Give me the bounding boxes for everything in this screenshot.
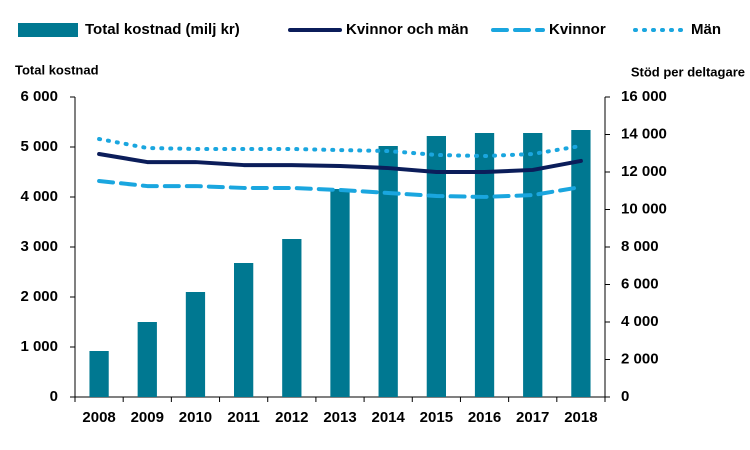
y-tick-label: 4 000 — [20, 188, 58, 205]
bar — [282, 239, 302, 397]
legend-label: Kvinnor och män — [346, 21, 469, 38]
x-tick-label: 2017 — [516, 409, 549, 426]
y2-tick-label: 12 000 — [621, 163, 667, 180]
x-tick-label: 2010 — [179, 409, 212, 426]
legend-swatch — [18, 23, 78, 37]
x-tick-label: 2009 — [131, 409, 164, 426]
x-tick-label: 2018 — [564, 409, 597, 426]
x-tick-label: 2015 — [420, 409, 453, 426]
x-tick-label: 2016 — [468, 409, 501, 426]
bar — [474, 133, 495, 397]
bar — [137, 322, 157, 397]
x-tick-label: 2008 — [82, 409, 115, 426]
bar — [426, 136, 446, 397]
y2-tick-label: 6 000 — [621, 275, 659, 292]
x-tick-label: 2013 — [323, 409, 356, 426]
y-tick-label: 3 000 — [20, 238, 58, 255]
y2-tick-label: 0 — [621, 388, 629, 405]
y2-tick-label: 2 000 — [621, 350, 659, 367]
y-tick-label: 1 000 — [20, 338, 58, 355]
y-tick-label: 6 000 — [20, 88, 58, 105]
legend-label: Total kostnad (milj kr) — [85, 21, 240, 38]
bar — [523, 133, 543, 397]
y2-tick-label: 8 000 — [621, 238, 659, 255]
line-series — [97, 137, 583, 159]
y-axis-title: Total kostnad — [15, 62, 99, 77]
bar — [571, 130, 591, 397]
x-tick-label: 2014 — [371, 409, 405, 426]
bar — [234, 263, 254, 397]
y2-tick-label: 16 000 — [621, 88, 667, 105]
line-series — [97, 179, 583, 199]
x-tick-label: 2011 — [227, 409, 260, 426]
x-tick-label: 2012 — [275, 409, 308, 426]
legend-label: Kvinnor — [549, 21, 606, 38]
y2-tick-label: 10 000 — [621, 200, 667, 217]
bar — [330, 189, 350, 397]
y-tick-label: 0 — [50, 388, 58, 405]
bar — [89, 351, 109, 397]
bar — [378, 146, 398, 397]
y-tick-label: 2 000 — [20, 288, 58, 305]
line-series — [97, 152, 583, 174]
bar — [185, 292, 206, 397]
y-tick-label: 5 000 — [20, 138, 58, 155]
legend-label: Män — [691, 21, 721, 38]
y2-tick-label: 14 000 — [621, 125, 667, 142]
y2-axis-title: Stöd per deltagare — [631, 64, 745, 79]
y2-tick-label: 4 000 — [621, 313, 659, 330]
